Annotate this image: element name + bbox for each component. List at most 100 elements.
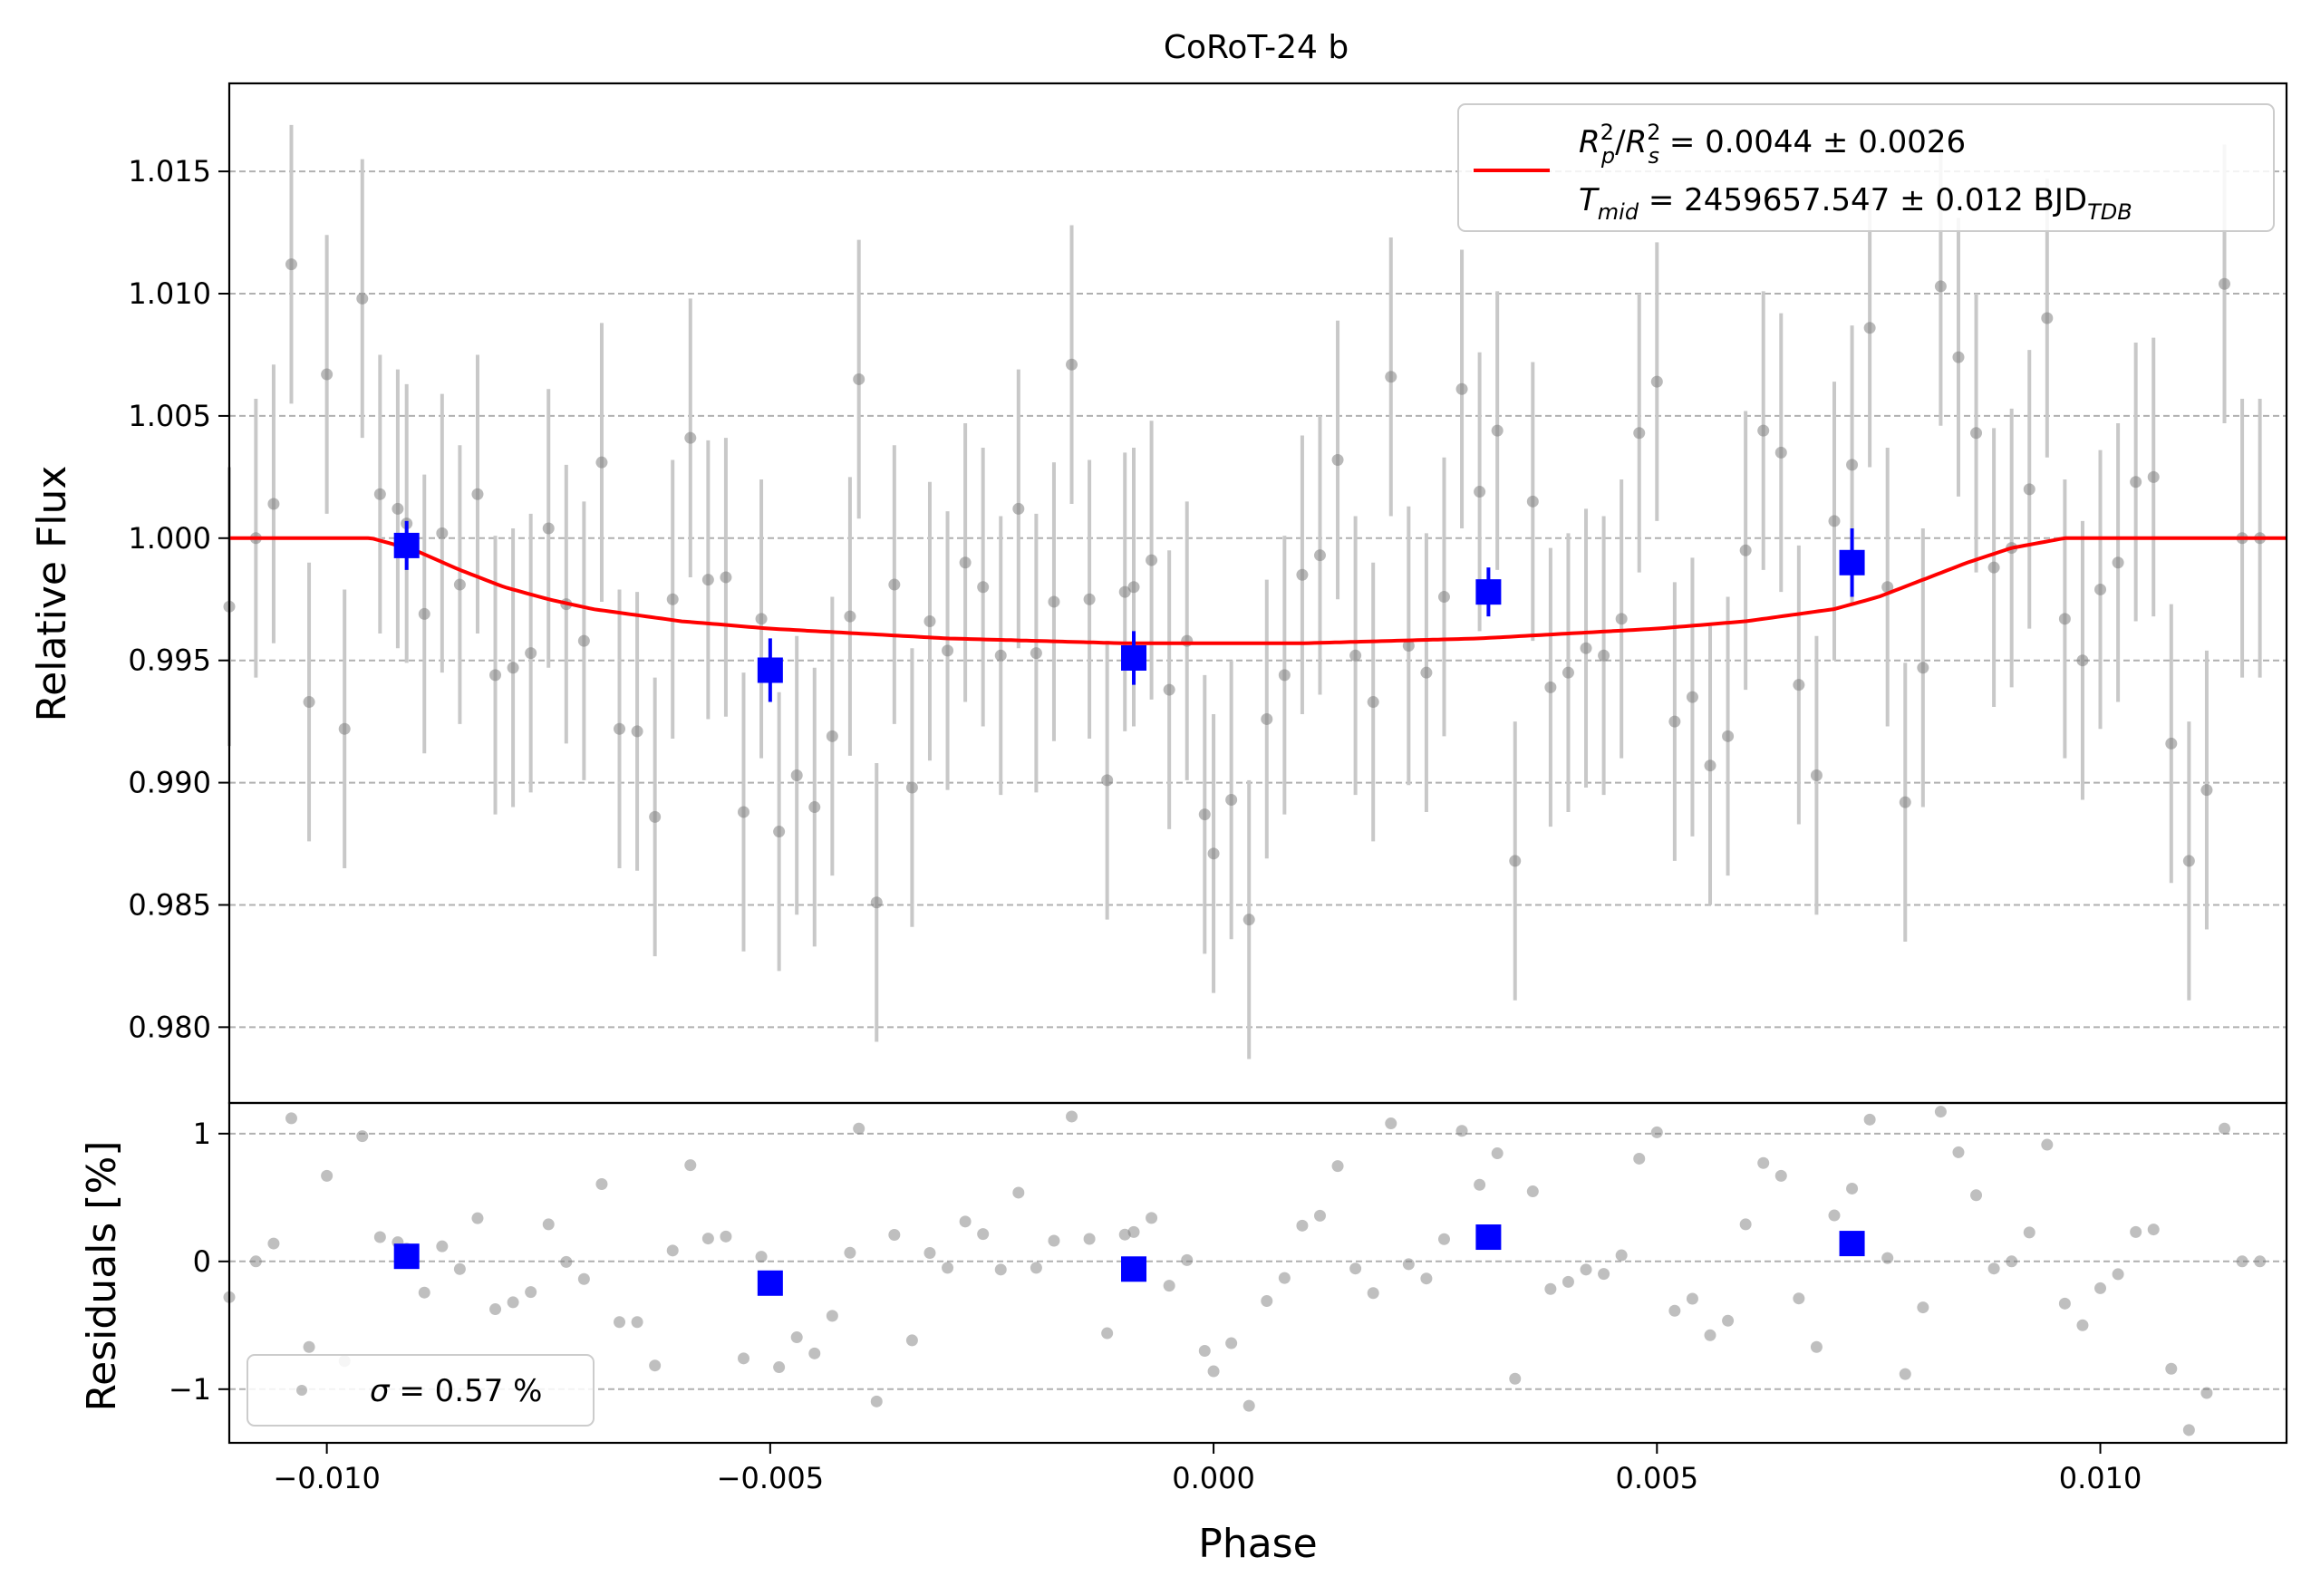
top-y-tick-label: 1.000	[128, 521, 211, 556]
legend-r-symbol: R	[1579, 124, 1600, 160]
raw-point	[2200, 784, 2213, 797]
raw-point	[1243, 914, 1255, 926]
residual-point	[303, 1340, 315, 1353]
residual-point	[436, 1240, 449, 1253]
raw-point	[2165, 737, 2178, 750]
residual-point	[1163, 1280, 1175, 1292]
residual-point	[2219, 1122, 2231, 1135]
raw-point	[418, 607, 430, 620]
legend-p-sub: p	[1600, 143, 1615, 169]
legend-r-exp: 2	[1600, 120, 1614, 145]
legend-entry-radius-ratio: R2 p/R2 s = 0.0044 ± 0.0026	[1579, 120, 1966, 169]
raw-point	[977, 581, 990, 594]
raw-point	[453, 578, 466, 591]
bottom-y-tick-label: 1	[193, 1117, 211, 1151]
residual-point	[2094, 1282, 2107, 1294]
residual-point	[1420, 1272, 1433, 1285]
raw-point	[905, 781, 918, 794]
residual-point	[994, 1263, 1007, 1276]
residual-point	[1686, 1292, 1698, 1305]
legend-slash: /	[1615, 124, 1626, 160]
residual-point	[373, 1231, 386, 1243]
legend-s-sub: s	[1649, 143, 1660, 169]
bottom-y-tick-label: 0	[193, 1244, 211, 1279]
residual-point	[1101, 1327, 1114, 1340]
raw-point	[507, 662, 519, 674]
residual-point	[959, 1215, 972, 1228]
residual-point	[507, 1296, 519, 1309]
x-axis-ticks: −0.010 −0.005 0.000 0.005 0.010	[273, 1443, 2142, 1495]
raw-point	[1455, 382, 1468, 395]
raw-point	[1207, 847, 1220, 860]
raw-point	[577, 634, 590, 647]
raw-point	[542, 522, 555, 535]
raw-point	[1420, 666, 1433, 679]
residual-point	[1491, 1147, 1504, 1160]
raw-point	[1704, 759, 1716, 772]
binned-residual	[757, 1270, 783, 1296]
binned-residual	[1121, 1256, 1147, 1282]
raw-point	[1793, 679, 1805, 692]
raw-point	[2041, 312, 2054, 324]
raw-point	[1881, 581, 1894, 594]
residual-point	[1066, 1110, 1078, 1123]
raw-point	[738, 806, 749, 818]
top-y-tick-label: 0.990	[128, 766, 211, 800]
top-panel-y-ticks: 0.980 0.985 0.990 0.995 1.000 1.005 1.010 1.015	[128, 154, 229, 1044]
residual-point	[853, 1122, 865, 1135]
residual-point	[1704, 1329, 1716, 1341]
residual-point	[666, 1244, 679, 1257]
binned-residual	[1839, 1231, 1865, 1257]
top-y-tick-label: 1.010	[128, 276, 211, 311]
residual-point	[2147, 1224, 2160, 1236]
raw-point	[1509, 855, 1522, 867]
residual-point	[2182, 1424, 2195, 1436]
raw-point	[1083, 593, 1096, 605]
residual-point	[1225, 1337, 1238, 1349]
binned-point	[393, 532, 420, 558]
residual-point	[701, 1233, 714, 1245]
top-y-tick-label: 0.985	[128, 887, 211, 922]
raw-point	[826, 730, 838, 742]
residual-point	[2041, 1138, 2054, 1151]
raw-point	[1828, 515, 1841, 527]
residual-point	[1048, 1234, 1060, 1247]
raw-point	[614, 722, 626, 735]
raw-point	[2147, 470, 2160, 483]
raw-point	[720, 571, 732, 584]
residual-point	[1934, 1106, 1947, 1118]
residual-point	[808, 1347, 821, 1359]
residual-point	[267, 1237, 280, 1250]
residual-point	[1331, 1160, 1344, 1173]
raw-point	[1615, 613, 1628, 625]
raw-point	[1198, 808, 1211, 821]
residual-point	[1580, 1263, 1592, 1276]
raw-point	[1127, 581, 1140, 594]
residual-point	[418, 1286, 430, 1299]
bottom-panel-legend: σ = 0.57 %	[247, 1354, 595, 1427]
residual-point	[1509, 1372, 1522, 1385]
residual-point	[2130, 1225, 2142, 1238]
bottom-panel-binned-residuals	[393, 1224, 1865, 1296]
legend-entry-tmid: Tmid = 2459657.547 ± 0.012 BJDTDB	[1579, 182, 2132, 225]
bottom-panel-raw-residuals	[223, 1106, 2267, 1436]
residual-point	[249, 1255, 262, 1268]
raw-point	[2058, 613, 2071, 625]
legend-sigma-symbol: σ	[370, 1373, 391, 1409]
residual-point	[614, 1316, 626, 1329]
raw-point	[1970, 427, 1983, 440]
raw-point	[1225, 793, 1238, 806]
x-tick-label: −0.005	[717, 1461, 824, 1495]
raw-point	[1331, 453, 1344, 466]
raw-point	[2094, 583, 2107, 595]
transit-model-line	[229, 536, 2287, 645]
residual-point	[542, 1218, 555, 1231]
top-y-tick-label: 1.005	[128, 399, 211, 433]
residual-point	[870, 1395, 883, 1407]
raw-point	[1544, 681, 1557, 693]
raw-point	[1012, 502, 1025, 515]
raw-point	[888, 578, 901, 591]
residual-point	[790, 1331, 803, 1344]
raw-point	[436, 527, 449, 539]
residual-point	[489, 1303, 502, 1316]
